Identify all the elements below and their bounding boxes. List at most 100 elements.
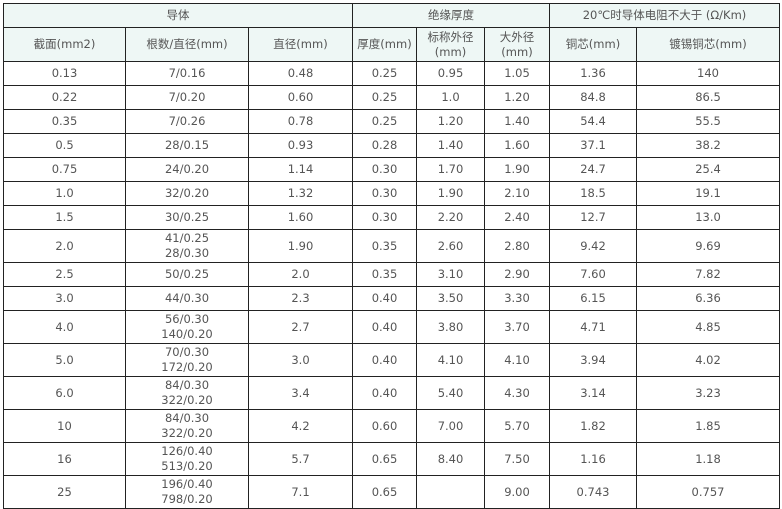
column-header: 镀锡铜芯(mm) xyxy=(636,27,780,62)
table-cell: 55.5 xyxy=(636,109,780,134)
group-header-insulation: 绝缘厚度 xyxy=(352,3,550,28)
table-cell: 7.1 xyxy=(248,475,353,509)
table-cell: 3.80 xyxy=(416,310,485,344)
table-cell: 0.757 xyxy=(636,475,780,509)
table-cell: 196/0.40 798/0.20 xyxy=(125,475,249,509)
table-cell: 1.90 xyxy=(416,181,485,206)
table-cell: 9.00 xyxy=(484,475,550,509)
table-cell: 70/0.30 172/0.20 xyxy=(125,343,249,377)
table-cell: 6.0 xyxy=(3,376,126,410)
table-cell: 3.50 xyxy=(416,286,485,311)
table-cell: 0.13 xyxy=(3,61,126,86)
table-cell: 1.60 xyxy=(484,133,550,158)
table-cell: 0.30 xyxy=(352,205,417,230)
table-cell: 38.2 xyxy=(636,133,780,158)
table-cell: 9.42 xyxy=(549,229,637,263)
table-cell: 7.00 xyxy=(416,409,485,443)
column-header: 厚度(mm) xyxy=(352,27,417,62)
table-cell: 24/0.20 xyxy=(125,157,249,182)
table-row: 4.0 56/0.30 140/0.20 2.7 0.40 3.80 3.70 4.71 4.… xyxy=(3,310,780,344)
table-cell: 0.65 xyxy=(352,475,417,509)
table-cell: 4.0 xyxy=(3,310,126,344)
table-cell: 0.40 xyxy=(352,286,417,311)
table-cell: 2.7 xyxy=(248,310,353,344)
table-cell: 0.28 xyxy=(352,133,417,158)
table-cell: 30/0.25 xyxy=(125,205,249,230)
table-cell: 2.3 xyxy=(248,286,353,311)
table-cell: 1.82 xyxy=(549,409,637,443)
table-cell: 12.7 xyxy=(549,205,637,230)
table-cell: 50/0.25 xyxy=(125,262,249,287)
table-cell: 2.0 xyxy=(248,262,353,287)
table-cell: 2.10 xyxy=(484,181,550,206)
table-cell: 1.0 xyxy=(3,181,126,206)
table-cell: 1.40 xyxy=(484,109,550,134)
column-header: 大外径(mm) xyxy=(484,27,550,62)
table-cell: 140 xyxy=(636,61,780,86)
table-cell: 4.10 xyxy=(484,343,550,377)
table-cell: 3.23 xyxy=(636,376,780,410)
table-cell: 4.10 xyxy=(416,343,485,377)
table-row: 2.0 41/0.25 28/0.30 1.90 0.35 2.60 2.80 9.42 9.… xyxy=(3,229,780,263)
table-cell: 0.95 xyxy=(416,61,485,86)
table-cell: 7.82 xyxy=(636,262,780,287)
table-cell: 0.30 xyxy=(352,181,417,206)
table-cell: 3.94 xyxy=(549,343,637,377)
table-row: 0.5 28/0.15 0.93 0.28 1.40 1.60 37.1 38.2 xyxy=(3,133,780,158)
table-cell: 4.30 xyxy=(484,376,550,410)
table-cell: 1.60 xyxy=(248,205,353,230)
table-cell: 84.8 xyxy=(549,85,637,110)
table-cell: 0.40 xyxy=(352,376,417,410)
table-cell: 3.0 xyxy=(248,343,353,377)
table-cell: 0.40 xyxy=(352,310,417,344)
table-cell: 54.4 xyxy=(549,109,637,134)
table-cell: 5.70 xyxy=(484,409,550,443)
table-row: 1.0 32/0.20 1.32 0.30 1.90 2.10 18.5 19.1 xyxy=(3,181,780,206)
table-cell: 2.90 xyxy=(484,262,550,287)
table-cell: 0.5 xyxy=(3,133,126,158)
table-cell: 1.20 xyxy=(484,85,550,110)
table-cell: 2.5 xyxy=(3,262,126,287)
table-cell: 1.70 xyxy=(416,157,485,182)
table-cell: 126/0.40 513/0.20 xyxy=(125,442,249,476)
table-cell: 4.85 xyxy=(636,310,780,344)
table-cell: 0.75 xyxy=(3,157,126,182)
table-cell: 16 xyxy=(3,442,126,476)
table-cell: 0.30 xyxy=(352,157,417,182)
table-row: 16 126/0.40 513/0.20 5.7 0.65 8.40 7.50 1.16 1.… xyxy=(3,442,780,476)
table-cell: 6.15 xyxy=(549,286,637,311)
column-header: 根数/直径(mm) xyxy=(125,27,249,62)
table-cell: 5.40 xyxy=(416,376,485,410)
table-row: 0.35 7/0.26 0.78 0.25 1.20 1.40 54.4 55.5 xyxy=(3,109,780,134)
table-cell: 7/0.16 xyxy=(125,61,249,86)
table-row: 3.0 44/0.30 2.3 0.40 3.50 3.30 6.15 6.36 xyxy=(3,286,780,311)
table-cell: 56/0.30 140/0.20 xyxy=(125,310,249,344)
table-cell: 24.7 xyxy=(549,157,637,182)
table-row: 0.75 24/0.20 1.14 0.30 1.70 1.90 24.7 25.4 xyxy=(3,157,780,182)
table-cell: 7/0.20 xyxy=(125,85,249,110)
table-row: 1.5 30/0.25 1.60 0.30 2.20 2.40 12.7 13.0 xyxy=(3,205,780,230)
table-cell: 9.69 xyxy=(636,229,780,263)
table-cell: 0.48 xyxy=(248,61,353,86)
table-cell: 1.20 xyxy=(416,109,485,134)
table-cell: 41/0.25 28/0.30 xyxy=(125,229,249,263)
table-row: 2.5 50/0.25 2.0 0.35 3.10 2.90 7.60 7.82 xyxy=(3,262,780,287)
table-cell: 13.0 xyxy=(636,205,780,230)
table-cell: 1.85 xyxy=(636,409,780,443)
table-cell: 0.93 xyxy=(248,133,353,158)
table-cell: 1.36 xyxy=(549,61,637,86)
table-cell: 4.2 xyxy=(248,409,353,443)
table-cell: 3.10 xyxy=(416,262,485,287)
table-cell: 0.40 xyxy=(352,343,417,377)
table-cell: 5.7 xyxy=(248,442,353,476)
table-cell: 8.40 xyxy=(416,442,485,476)
table-cell: 44/0.30 xyxy=(125,286,249,311)
table-row: 0.22 7/0.20 0.60 0.25 1.0 1.20 84.8 86.5 xyxy=(3,85,780,110)
table-cell: 0.35 xyxy=(3,109,126,134)
table-cell: 25 xyxy=(3,475,126,509)
table-row: 6.0 84/0.30 322/0.20 3.4 0.40 5.40 4.30 3.14 3.… xyxy=(3,376,780,410)
column-header: 铜芯(mm) xyxy=(549,27,637,62)
table-cell: 0.22 xyxy=(3,85,126,110)
table-cell: 1.90 xyxy=(484,157,550,182)
table-cell: 5.0 xyxy=(3,343,126,377)
